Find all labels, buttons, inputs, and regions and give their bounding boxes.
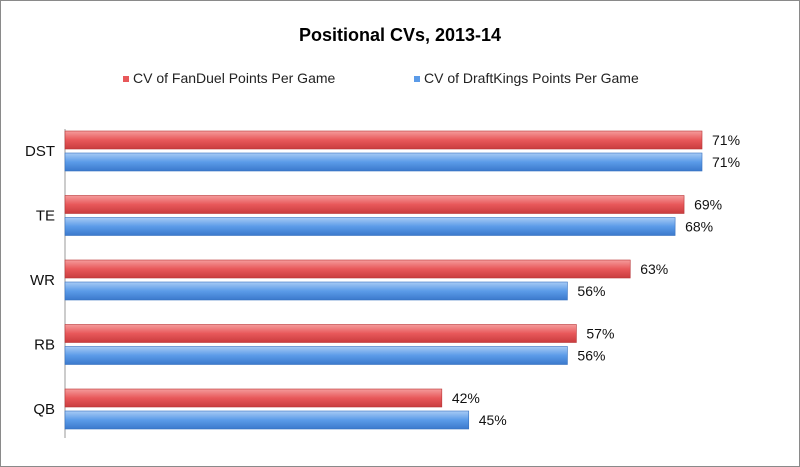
bar-te-fanduel [64, 195, 685, 214]
legend-swatch-0 [123, 76, 129, 82]
category-label-dst: DST [25, 143, 55, 160]
category-label-rb: RB [34, 337, 55, 354]
legend-label-0: CV of FanDuel Points Per Game [133, 70, 336, 86]
data-label-wr-fanduel: 63% [640, 261, 668, 277]
category-label-wr: WR [30, 272, 55, 289]
category-label-qb: QB [33, 401, 55, 418]
data-label-dst-fanduel: 71% [712, 132, 740, 148]
bar-wr-draftkings [64, 281, 568, 301]
bar-dst-fanduel [64, 130, 703, 150]
category-label-te: TE [36, 208, 55, 225]
bar-te-draftkings [64, 217, 676, 236]
category-labels: DST TE WR RB QB [25, 143, 55, 418]
bar-dst-draftkings [64, 152, 703, 172]
chart-title: Positional CVs, 2013-14 [299, 25, 501, 45]
data-label-qb-draftkings: 45% [479, 412, 507, 428]
data-label-te-draftkings: 68% [685, 219, 713, 235]
data-label-rb-draftkings: 56% [577, 348, 605, 364]
data-label-qb-fanduel: 42% [452, 390, 480, 406]
data-label-rb-fanduel: 57% [586, 326, 614, 342]
data-label-wr-draftkings: 56% [577, 283, 605, 299]
legend-label-1: CV of DraftKings Points Per Game [424, 70, 639, 86]
data-label-dst-draftkings: 71% [712, 154, 740, 170]
bar-qb-fanduel [64, 388, 443, 408]
bar-wr-fanduel [64, 259, 631, 279]
bar-qb-draftkings [64, 410, 470, 430]
legend-swatch-1 [414, 76, 420, 82]
bar-rb-draftkings [64, 346, 568, 365]
bars [64, 130, 703, 430]
bar-rb-fanduel [64, 324, 577, 343]
legend: CV of FanDuel Points Per Game CV of Draft… [123, 70, 639, 86]
data-labels: 71% 71% 69% 68% 63% 56% 57% 56% 42% 45% [452, 132, 740, 428]
data-label-te-fanduel: 69% [694, 197, 722, 213]
